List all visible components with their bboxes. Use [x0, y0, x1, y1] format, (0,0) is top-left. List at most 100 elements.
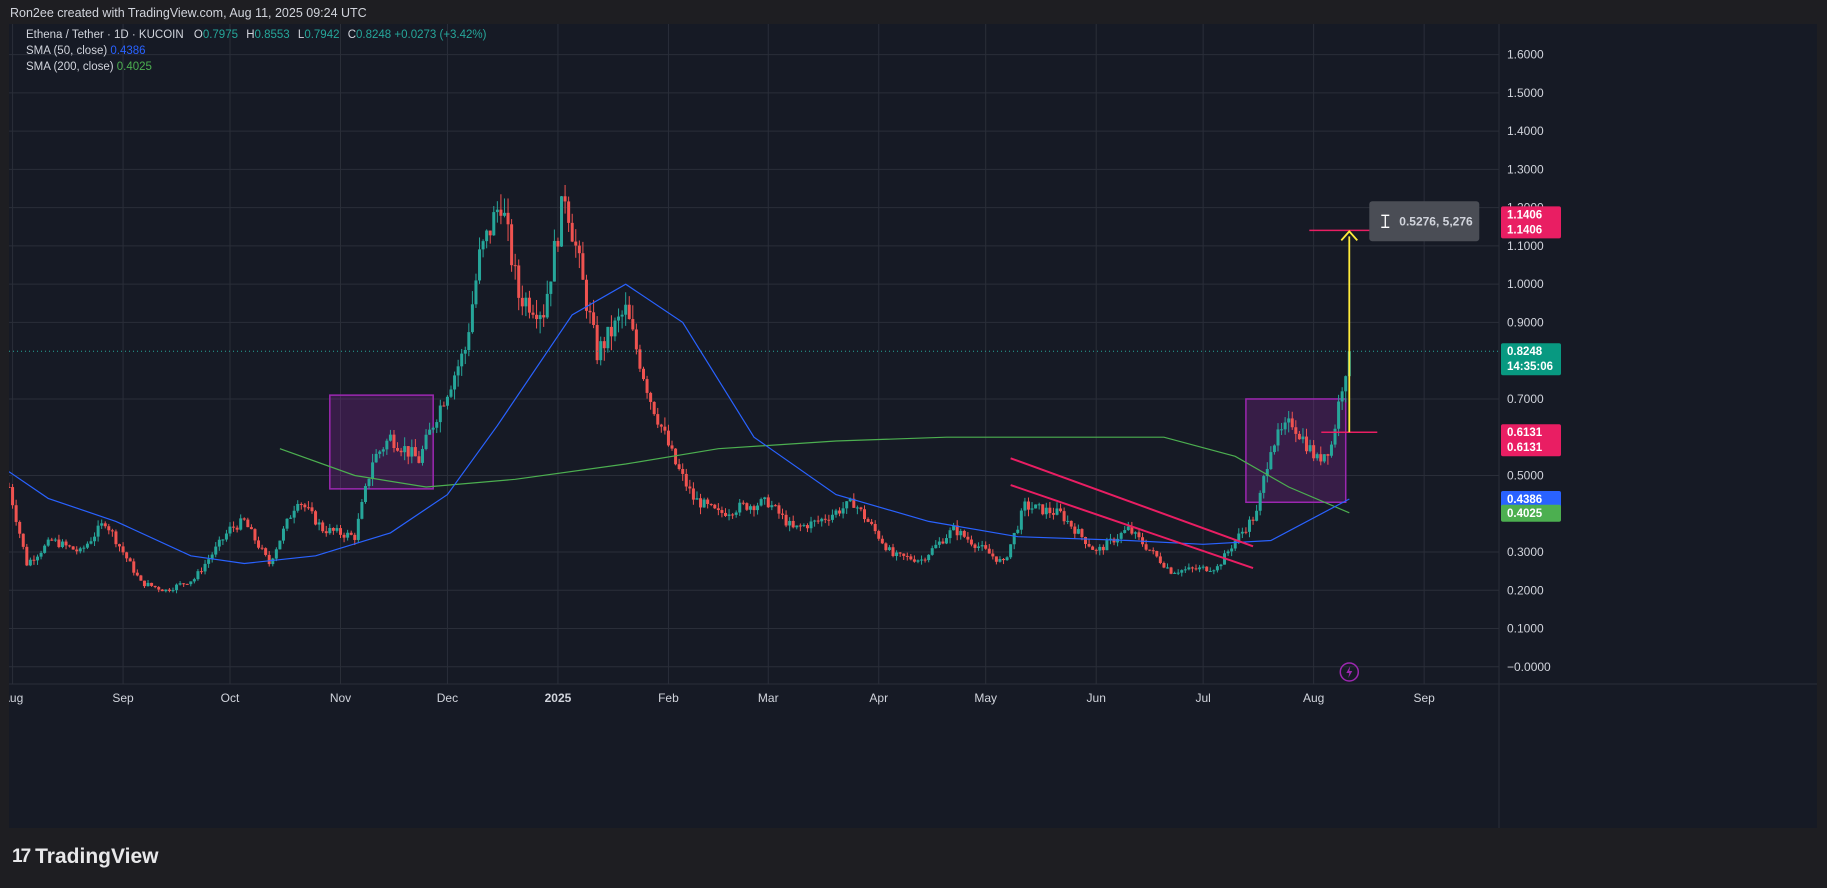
consolidation-box — [329, 394, 434, 490]
candle-body — [388, 434, 392, 441]
tradingview-logo[interactable]: 17 TradingView — [12, 845, 158, 869]
candle-body — [1308, 445, 1312, 452]
candle-body — [157, 587, 161, 590]
candle-body — [841, 508, 845, 514]
candle-body — [1198, 567, 1202, 570]
candle-body — [1233, 540, 1237, 549]
price-chart[interactable]: 0.5276, 5,276 1.6000 1.5000 1.4000 1.3000 1.… — [9, 24, 1817, 828]
candle-body — [68, 545, 72, 547]
candle-body — [417, 456, 421, 463]
candle-body — [1258, 492, 1262, 511]
candle-body — [449, 389, 453, 397]
candle-body — [1230, 548, 1234, 552]
price-tick-label: 0.5000 — [1507, 468, 1544, 482]
candle-body — [984, 545, 988, 549]
candle-body — [132, 561, 136, 573]
candle-body — [1051, 513, 1055, 515]
candle-body — [281, 528, 285, 541]
candle-body — [46, 539, 50, 546]
candle-body — [1034, 504, 1038, 509]
candle-body — [966, 536, 970, 540]
candle-body — [969, 539, 973, 545]
candle-body — [175, 584, 179, 591]
candle-body — [809, 521, 813, 529]
symbol-legend[interactable]: Ethena / Tether · 1D · KUCOIN O0.7975 H0… — [26, 29, 486, 41]
time-tick-label: 2025 — [545, 691, 572, 705]
candle-body — [185, 583, 189, 585]
candle-body — [413, 447, 417, 457]
candle-body — [870, 521, 874, 524]
candle-body — [331, 527, 335, 531]
candle-body — [167, 589, 171, 591]
candle-body — [848, 498, 852, 502]
candle-body — [356, 518, 360, 540]
candle-body — [1183, 569, 1187, 571]
candle-body — [656, 414, 660, 425]
candle-body — [538, 315, 542, 320]
candle-body — [478, 249, 482, 281]
candle-body — [1098, 546, 1102, 551]
candle-body — [838, 510, 842, 514]
candle-body — [278, 540, 282, 550]
candle-body — [249, 527, 253, 530]
candle-body — [125, 552, 129, 559]
candle-body — [221, 539, 225, 541]
candle-body — [595, 324, 599, 361]
candle-body — [887, 547, 891, 551]
candle-body — [1048, 507, 1052, 514]
candle-body — [524, 297, 528, 307]
candle-body — [306, 507, 310, 509]
chart-panel[interactable]: 0.5276, 5,276 1.6000 1.5000 1.4000 1.3000 1.… — [9, 24, 1817, 828]
candle-body — [146, 582, 150, 587]
candle-body — [1276, 429, 1280, 446]
candle-body — [1076, 529, 1080, 534]
candle-body — [1158, 556, 1162, 563]
chart-credit: Ron2ee created with TradingView.com, Aug… — [10, 6, 367, 20]
ohlc-close-label: C — [347, 29, 357, 41]
candle-body — [1016, 529, 1020, 533]
candle-body — [634, 329, 638, 350]
candle-body — [1133, 532, 1137, 534]
candle-body — [706, 499, 710, 504]
candle-body — [1137, 532, 1141, 538]
candle-body — [224, 533, 228, 540]
price-tag — [1501, 424, 1561, 457]
candle-body — [438, 405, 442, 423]
ohlc-high: 0.8553 — [254, 29, 290, 41]
candle-body — [588, 310, 592, 313]
candle-body — [823, 518, 827, 520]
candle-body — [977, 546, 981, 548]
candle-body — [567, 201, 571, 223]
candle-body — [681, 469, 685, 474]
candle-body — [1340, 391, 1344, 402]
candle-body — [891, 547, 895, 557]
candle-body — [21, 533, 25, 547]
candle-body — [399, 450, 403, 453]
candle-body — [684, 473, 688, 487]
measure-label: 0.5276, 5,276 — [1399, 214, 1473, 228]
candle-body — [1315, 454, 1319, 459]
candle-body — [232, 526, 236, 528]
candle-body — [420, 449, 424, 463]
time-tick-label: Sep — [112, 691, 134, 705]
candle-body — [217, 539, 221, 547]
candle-body — [1283, 422, 1287, 430]
candle-body — [274, 549, 278, 559]
time-tick-label: Feb — [658, 691, 679, 705]
candle-body — [1101, 546, 1105, 551]
candle-body — [1219, 564, 1223, 567]
candle-body — [506, 212, 510, 225]
candle-body — [303, 504, 307, 508]
price-tag-label: 0.6131 — [1507, 427, 1543, 439]
sma50-legend[interactable]: SMA (50, close) 0.4386 — [26, 45, 146, 57]
candle-body — [485, 230, 489, 242]
candle-body — [998, 559, 1002, 562]
sma200-legend[interactable]: SMA (200, close) 0.4025 — [26, 61, 152, 73]
price-tick-label: 1.4000 — [1507, 124, 1544, 138]
candle-body — [1019, 510, 1023, 530]
time-tick-label: Oct — [221, 691, 240, 705]
candle-body — [674, 448, 678, 465]
candle-body — [299, 503, 303, 505]
candle-body — [1301, 436, 1305, 440]
candle-body — [410, 447, 414, 457]
